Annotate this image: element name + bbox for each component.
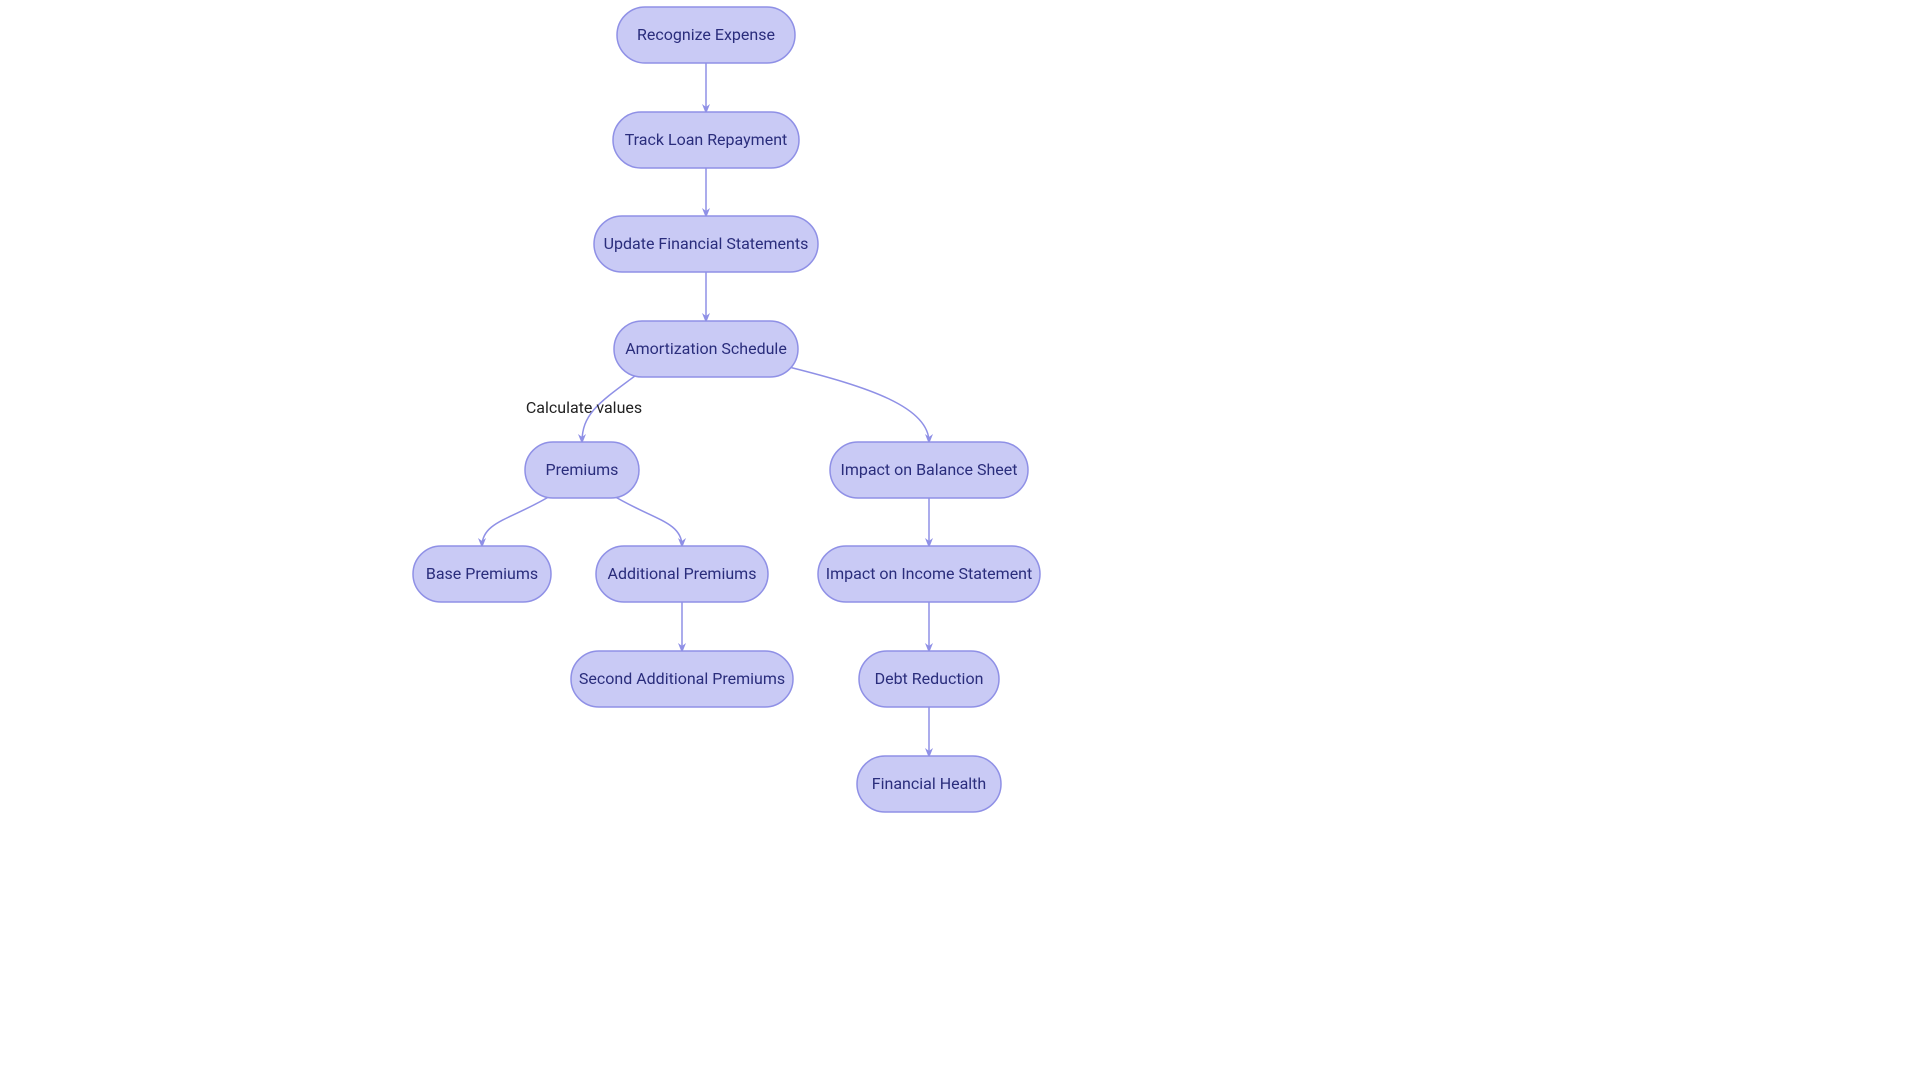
flow-node-label: Amortization Schedule	[625, 339, 787, 358]
flow-node: Premiums	[525, 442, 639, 498]
flow-node-label: Premiums	[546, 460, 619, 479]
flow-node: Amortization Schedule	[614, 321, 798, 377]
flow-node: Track Loan Repayment	[613, 112, 799, 168]
flow-node: Recognize Expense	[617, 7, 795, 63]
flow-edge	[482, 494, 554, 546]
flow-node: Second Additional Premiums	[571, 651, 793, 707]
flow-node-label: Recognize Expense	[637, 25, 775, 44]
flow-node-label: Impact on Balance Sheet	[840, 460, 1017, 479]
flow-node: Base Premiums	[413, 546, 551, 602]
nodes-layer: Recognize Expense Track Loan Repayment Upd…	[413, 7, 1040, 812]
flow-edge	[789, 367, 929, 442]
flowchart-canvas: Calculate values Recognize Expense Track …	[0, 0, 1920, 1080]
flow-node: Impact on Income Statement	[818, 546, 1040, 602]
flow-node-label: Second Additional Premiums	[579, 669, 785, 688]
flow-node-label: Update Financial Statements	[604, 234, 809, 253]
flow-node-label: Impact on Income Statement	[826, 564, 1033, 583]
flow-node-label: Financial Health	[872, 774, 986, 793]
flow-node: Debt Reduction	[859, 651, 999, 707]
flow-node-label: Debt Reduction	[875, 669, 984, 688]
flow-node-label: Base Premiums	[426, 564, 538, 583]
flow-edge	[611, 494, 683, 546]
flow-node: Additional Premiums	[596, 546, 768, 602]
flow-node: Impact on Balance Sheet	[830, 442, 1028, 498]
flow-node-label: Additional Premiums	[608, 564, 757, 583]
flow-node: Update Financial Statements	[594, 216, 818, 272]
flow-edge-label: Calculate values	[526, 398, 642, 417]
flow-node: Financial Health	[857, 756, 1001, 812]
flow-node-label: Track Loan Repayment	[625, 130, 788, 149]
